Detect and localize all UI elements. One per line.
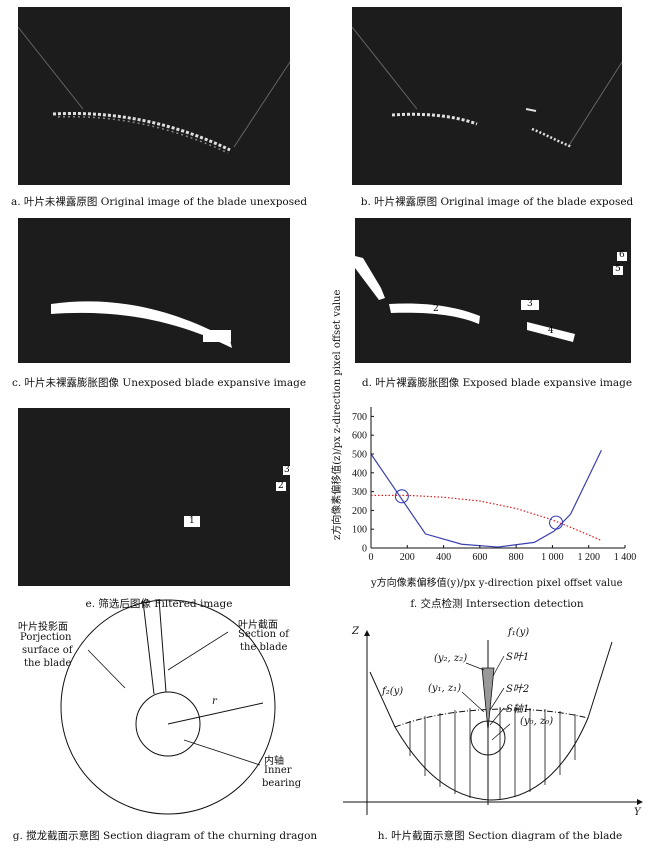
f1-label: f₁(y): [508, 627, 530, 638]
section-label: 叶片截面: [238, 620, 278, 631]
caption-f: f. 交点检测 Intersection detection: [410, 598, 584, 610]
s1-label: S叶1: [506, 652, 530, 663]
section-label-en2: the blade: [240, 642, 288, 653]
p2-label: (y₂, z₂): [434, 653, 468, 664]
f2-label: f₂(y): [382, 686, 404, 697]
blade-unexposed-expansive-drawing: [51, 301, 232, 348]
caption-h: h. 叶片截面示意图 Section diagram of the blade: [377, 830, 623, 842]
radius-label: r: [212, 696, 217, 707]
image-e-filtered: 1 2 3: [18, 408, 290, 586]
region-label-3: 3: [527, 299, 533, 309]
s2-leader: [489, 687, 505, 711]
blade-wedge: [481, 667, 495, 731]
image-b-exposed: [352, 7, 622, 185]
proj-label-en1: Porjection: [20, 632, 72, 643]
region-label-5: 5: [615, 264, 621, 274]
blade-section-line: [158, 598, 167, 693]
image-d-exposed-expansive: 2 3 4 6 5: [355, 218, 631, 363]
shaft-label-en1: Inner: [264, 765, 292, 776]
caption-c: c. 叶片未裸露膨胀图像 Unexposed blade expansive i…: [11, 377, 307, 389]
outer-circle: [60, 599, 276, 815]
f2-curve: [394, 708, 589, 728]
proj-label: 叶片投影面: [18, 622, 68, 633]
region-label-1: 1: [189, 516, 195, 526]
region-label-2: 2: [433, 304, 439, 314]
caption-g: g. 搅龙截面示意图 Section diagram of the churni…: [12, 830, 318, 842]
s3-leader: [489, 707, 505, 726]
p0-leader: [491, 723, 511, 741]
blade-exposed-drawing: [352, 26, 622, 149]
section-label-en1: Section of: [238, 629, 289, 640]
caption-b: b. 叶片裸露原图 Original image of the blade ex…: [360, 196, 634, 208]
shaft-label-en2: bearing: [262, 778, 302, 789]
blade-exposed-expansive-drawing: [355, 252, 627, 342]
z-axis-label: Z: [352, 626, 359, 637]
blade-section-line: [142, 600, 155, 695]
hatch-lines: [409, 707, 576, 799]
caption-d: d. 叶片裸露膨胀图像 Exposed blade expansive imag…: [361, 377, 633, 389]
p2-leader: [465, 662, 485, 671]
region-label-2: 2: [278, 481, 284, 491]
shaft-leader: [183, 739, 261, 766]
projection-leader: [87, 649, 126, 689]
trough-outline: [369, 641, 613, 801]
blade-unexposed-drawing: [18, 26, 290, 154]
s3-label: S轴1: [506, 704, 530, 715]
region-label-4: 4: [548, 326, 554, 336]
p1-label: (y₁, z₁): [428, 683, 462, 694]
shaft-label: 内轴: [264, 756, 284, 767]
shaft-circle: [470, 720, 506, 756]
p1-leader: [461, 691, 485, 713]
y-axis-label: Y: [634, 807, 641, 818]
image-c-unexposed-expansive: [18, 218, 290, 363]
radius-line: [167, 702, 264, 725]
region-label-3: 3: [284, 465, 290, 475]
section-leader: [167, 631, 229, 671]
s2-label: S叶2: [506, 684, 530, 695]
proj-label-en3: the blade: [24, 658, 72, 669]
proj-label-en2: surface of: [22, 645, 73, 656]
s1-leader: [492, 655, 505, 677]
caption-a: a. 叶片未裸露原图 Original image of the blade u…: [10, 196, 308, 208]
inner-shaft-circle: [135, 691, 201, 757]
filtered-drawing: [184, 466, 290, 527]
region-label-6: 6: [619, 250, 625, 260]
image-a-unexposed: [18, 7, 290, 185]
chart-xlabel: y方向像素偏移值(y)/px y-direction pixel offset …: [371, 578, 623, 589]
p0-label: (y₀, z₀): [520, 716, 554, 727]
